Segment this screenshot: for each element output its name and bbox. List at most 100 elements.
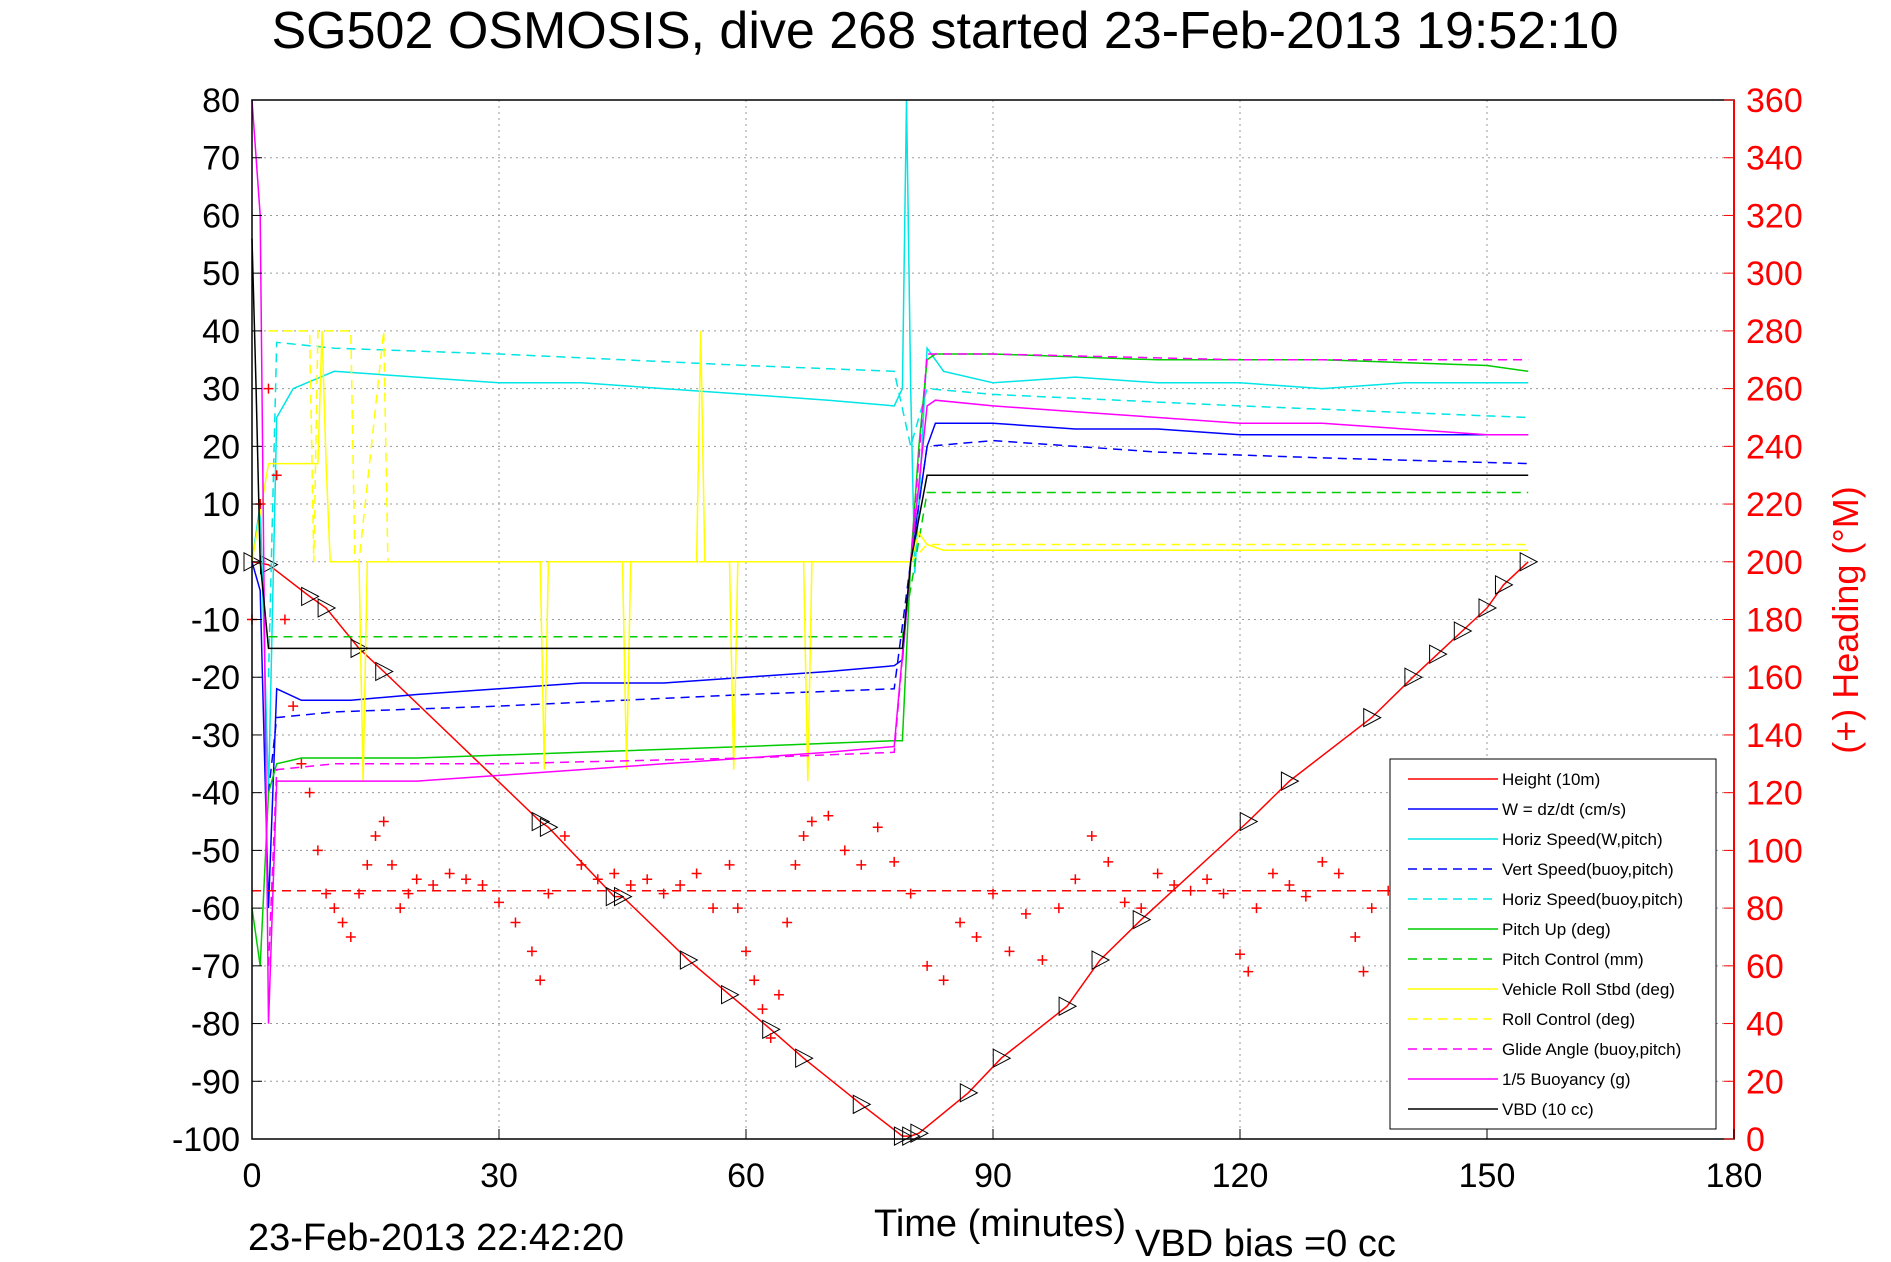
heading-point <box>395 903 406 914</box>
heading-point <box>757 1004 768 1015</box>
right-axis-label: (+) Heading (°M) <box>1825 486 1866 753</box>
heading-point <box>461 874 472 885</box>
heading-point <box>1119 897 1130 908</box>
right-tick-label: 80 <box>1746 890 1784 928</box>
y-tick-label: -20 <box>191 659 240 697</box>
right-tick-label: 100 <box>1746 832 1803 870</box>
y-tick-label: 70 <box>202 140 240 178</box>
series-0 <box>243 551 1539 1146</box>
right-tick-label: 220 <box>1746 486 1803 524</box>
heading-point <box>872 822 883 833</box>
x-tick-label: 60 <box>727 1157 765 1195</box>
height-marker <box>1429 644 1448 664</box>
y-tick-label: -70 <box>191 948 240 986</box>
series-5 <box>251 353 1529 966</box>
right-tick-label: 260 <box>1746 371 1803 409</box>
series-line <box>251 353 1529 966</box>
series-9 <box>267 353 1529 966</box>
legend-entry: Horiz Speed(W,pitch) <box>1502 830 1663 849</box>
series-line <box>251 561 1529 1137</box>
y-tick-label: 50 <box>202 255 240 293</box>
heading-point <box>988 888 998 899</box>
vbd-bias-label: VBD bias =0 cc <box>1135 1223 1396 1262</box>
heading-point <box>658 888 669 899</box>
heading-point <box>1251 903 1262 914</box>
height-marker <box>795 1048 814 1069</box>
heading-point <box>856 859 867 870</box>
height-marker <box>1494 575 1514 595</box>
heading-point <box>592 874 603 885</box>
height-marker <box>959 1082 979 1103</box>
y-tick-label: -100 <box>172 1121 240 1159</box>
heading-point <box>386 859 397 870</box>
series-1 <box>251 422 1529 909</box>
y-tick-label: 20 <box>202 428 240 466</box>
y-tick-label: 0 <box>221 544 240 582</box>
heading-point <box>296 758 307 769</box>
series-6 <box>268 491 1529 638</box>
heading-point <box>1103 856 1114 867</box>
heading-point <box>749 975 760 986</box>
heading-point <box>938 975 949 986</box>
heading-point <box>411 874 422 885</box>
x-tick-label: 180 <box>1706 1157 1763 1195</box>
heading-point <box>1070 874 1081 885</box>
right-tick-label: 20 <box>1746 1063 1784 1101</box>
height-marker <box>1280 771 1300 791</box>
heading-point <box>559 830 570 841</box>
height-marker <box>317 598 337 618</box>
plot-series <box>243 99 1539 1146</box>
heading-point <box>889 856 900 867</box>
heading-point <box>354 888 365 899</box>
y-tick-label: -80 <box>191 1006 240 1044</box>
heading-point <box>1317 856 1328 867</box>
heading-point <box>971 931 982 942</box>
heading-point <box>1169 880 1180 891</box>
heading-point <box>839 845 850 856</box>
right-tick-label: 300 <box>1746 255 1803 293</box>
height-marker <box>1091 950 1111 970</box>
heading-point <box>1136 903 1147 914</box>
heading-point <box>798 830 809 841</box>
series-line <box>267 341 1529 678</box>
legend-entry: Height (10m) <box>1502 770 1600 789</box>
legend-entry: VBD (10 cc) <box>1502 1100 1594 1119</box>
height-marker <box>721 984 740 1005</box>
height-marker <box>539 817 559 838</box>
series-line <box>268 330 1529 563</box>
legend-box <box>1389 758 1717 1130</box>
heading-point <box>609 868 620 879</box>
series-13 <box>247 383 1410 1043</box>
y-tick-label: -30 <box>191 717 240 755</box>
heading-point <box>1366 903 1377 914</box>
heading-point <box>494 897 504 908</box>
right-tick-label: 60 <box>1746 948 1784 986</box>
heading-point <box>362 859 373 870</box>
heading-point <box>905 888 916 899</box>
legend-entry: Glide Angle (buoy,pitch) <box>1502 1040 1681 1059</box>
heading-point <box>1218 888 1229 899</box>
heading-point <box>790 859 801 870</box>
y-tick-label: 30 <box>202 371 240 409</box>
x-tick-label: 0 <box>243 1157 262 1195</box>
series-2 <box>251 99 1529 793</box>
x-tick-label: 90 <box>974 1157 1012 1195</box>
legend-entry: Horiz Speed(buoy,pitch) <box>1502 890 1683 909</box>
heading-point <box>773 989 784 1000</box>
series-7 <box>251 330 1529 782</box>
series-11 <box>251 238 1529 650</box>
heading-point <box>1152 868 1163 879</box>
heading-point <box>675 880 686 891</box>
height-marker <box>1058 996 1078 1017</box>
heading-point <box>526 946 537 957</box>
heading-point <box>708 903 719 914</box>
right-tick-label: 0 <box>1746 1121 1765 1159</box>
heading-point <box>337 917 348 928</box>
heading-point <box>288 701 299 712</box>
right-tick-label: 120 <box>1746 775 1803 813</box>
heading-point <box>510 917 521 928</box>
right-tick-label: 140 <box>1746 717 1803 755</box>
heading-point <box>1358 966 1369 977</box>
right-tick-label: 280 <box>1746 313 1803 351</box>
